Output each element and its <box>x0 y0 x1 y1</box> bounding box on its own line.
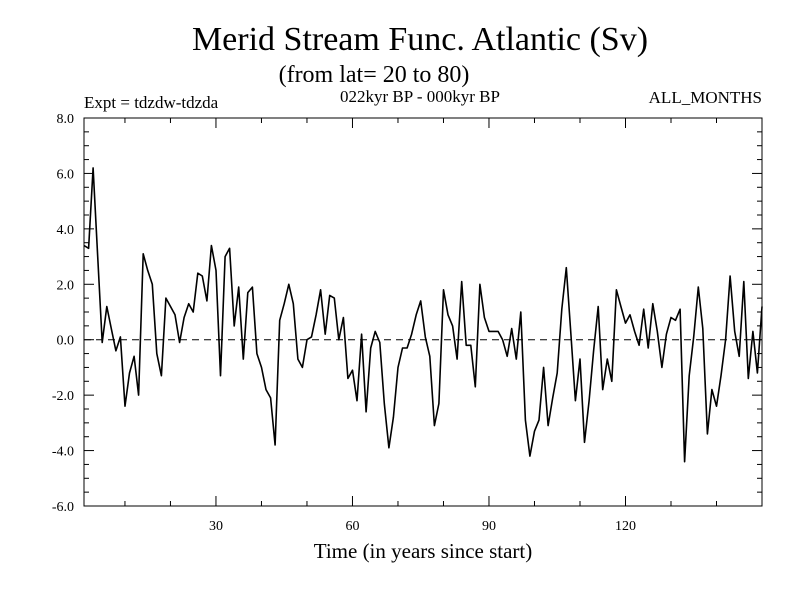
y-axis: -6.0 -4.0 -2.0 0.0 2.0 4.0 6.0 8.0 <box>52 112 762 515</box>
x-tick-label: 60 <box>345 519 359 534</box>
period-label: 022kyr BP - 000kyr BP <box>340 87 500 106</box>
x-tick-label: 120 <box>615 519 636 534</box>
x-tick-label: 30 <box>209 519 223 534</box>
y-tick-label: 0.0 <box>57 334 75 349</box>
experiment-label: Expt = tdzdw-tdzda <box>84 93 219 112</box>
x-tick-label: 90 <box>482 519 496 534</box>
y-tick-label: 4.0 <box>57 223 75 238</box>
y-tick-label: 8.0 <box>57 112 75 127</box>
y-tick-label: 6.0 <box>57 167 75 182</box>
months-label: ALL_MONTHS <box>649 88 762 107</box>
y-tick-label: -4.0 <box>52 445 74 460</box>
msf-series-line <box>83 167 763 463</box>
y-tick-label: 2.0 <box>57 278 75 293</box>
y-tick-label: -6.0 <box>52 500 74 515</box>
chart-subtitle: (from lat= 20 to 80) <box>279 62 470 88</box>
chart-title: Merid Stream Func. Atlantic (Sv) <box>192 21 648 58</box>
x-axis: 30 60 90 120 <box>124 118 763 534</box>
x-axis-label: Time (in years since start) <box>314 539 533 563</box>
y-tick-label: -2.0 <box>52 389 74 404</box>
